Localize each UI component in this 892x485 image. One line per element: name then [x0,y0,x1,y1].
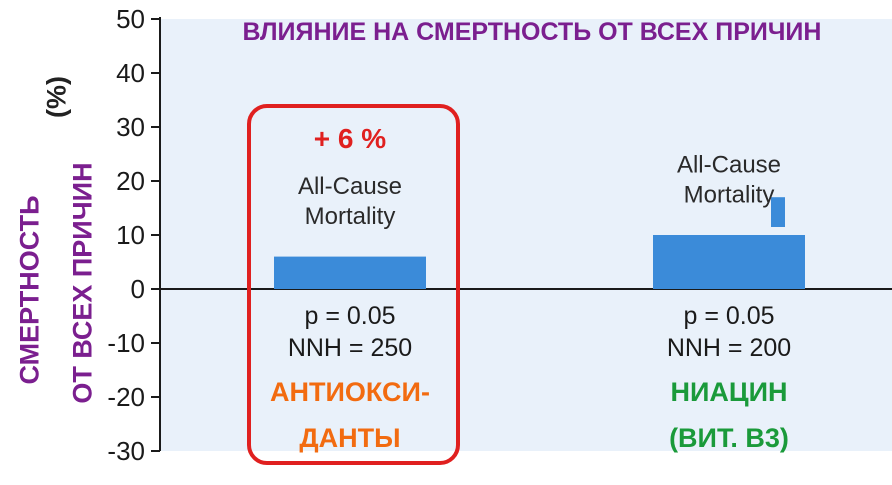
y-tick-label: 0 [131,274,145,304]
bar-label-line: All-Cause [677,152,781,179]
y-tick-label: 50 [116,4,145,34]
change-annotation: + 6 % [314,123,386,154]
highlight-box [247,104,460,465]
error-bar [771,197,785,227]
stat-line: p = 0.05 [683,302,774,330]
stat-line: NNH = 200 [667,334,791,362]
stat-line: p = 0.05 [304,302,395,330]
y-tick-label: -30 [107,436,145,466]
y-axis-label-line1: СМЕРТНОСТЬ [14,195,45,385]
bar-label-line: Mortality [684,182,775,209]
category-label-line: НИАЦИН [670,377,787,407]
bar-label-line: Mortality [305,203,396,230]
y-axis-unit: (%) [41,76,72,118]
stat-line: NNH = 250 [288,334,412,362]
y-axis-label-line2: ОТ ВСЕХ ПРИЧИН [67,162,98,404]
category-label-line: (ВИТ. В3) [669,423,789,453]
category-label-line: АНТИОКСИ- [270,377,430,407]
bar [653,235,805,289]
chart-title: ВЛИЯНИЕ НА СМЕРТНОСТЬ ОТ ВСЕХ ПРИЧИН [243,18,822,46]
bar-label-line: All-Cause [298,173,402,200]
category-label-line: ДАНТЫ [299,423,400,453]
y-tick-label: -10 [107,328,145,358]
y-tick-label: -20 [107,382,145,412]
y-tick-label: 10 [116,220,145,250]
y-tick-label: 20 [116,166,145,196]
bar [274,256,426,289]
y-tick-label: 30 [116,112,145,142]
y-tick-label: 40 [116,58,145,88]
